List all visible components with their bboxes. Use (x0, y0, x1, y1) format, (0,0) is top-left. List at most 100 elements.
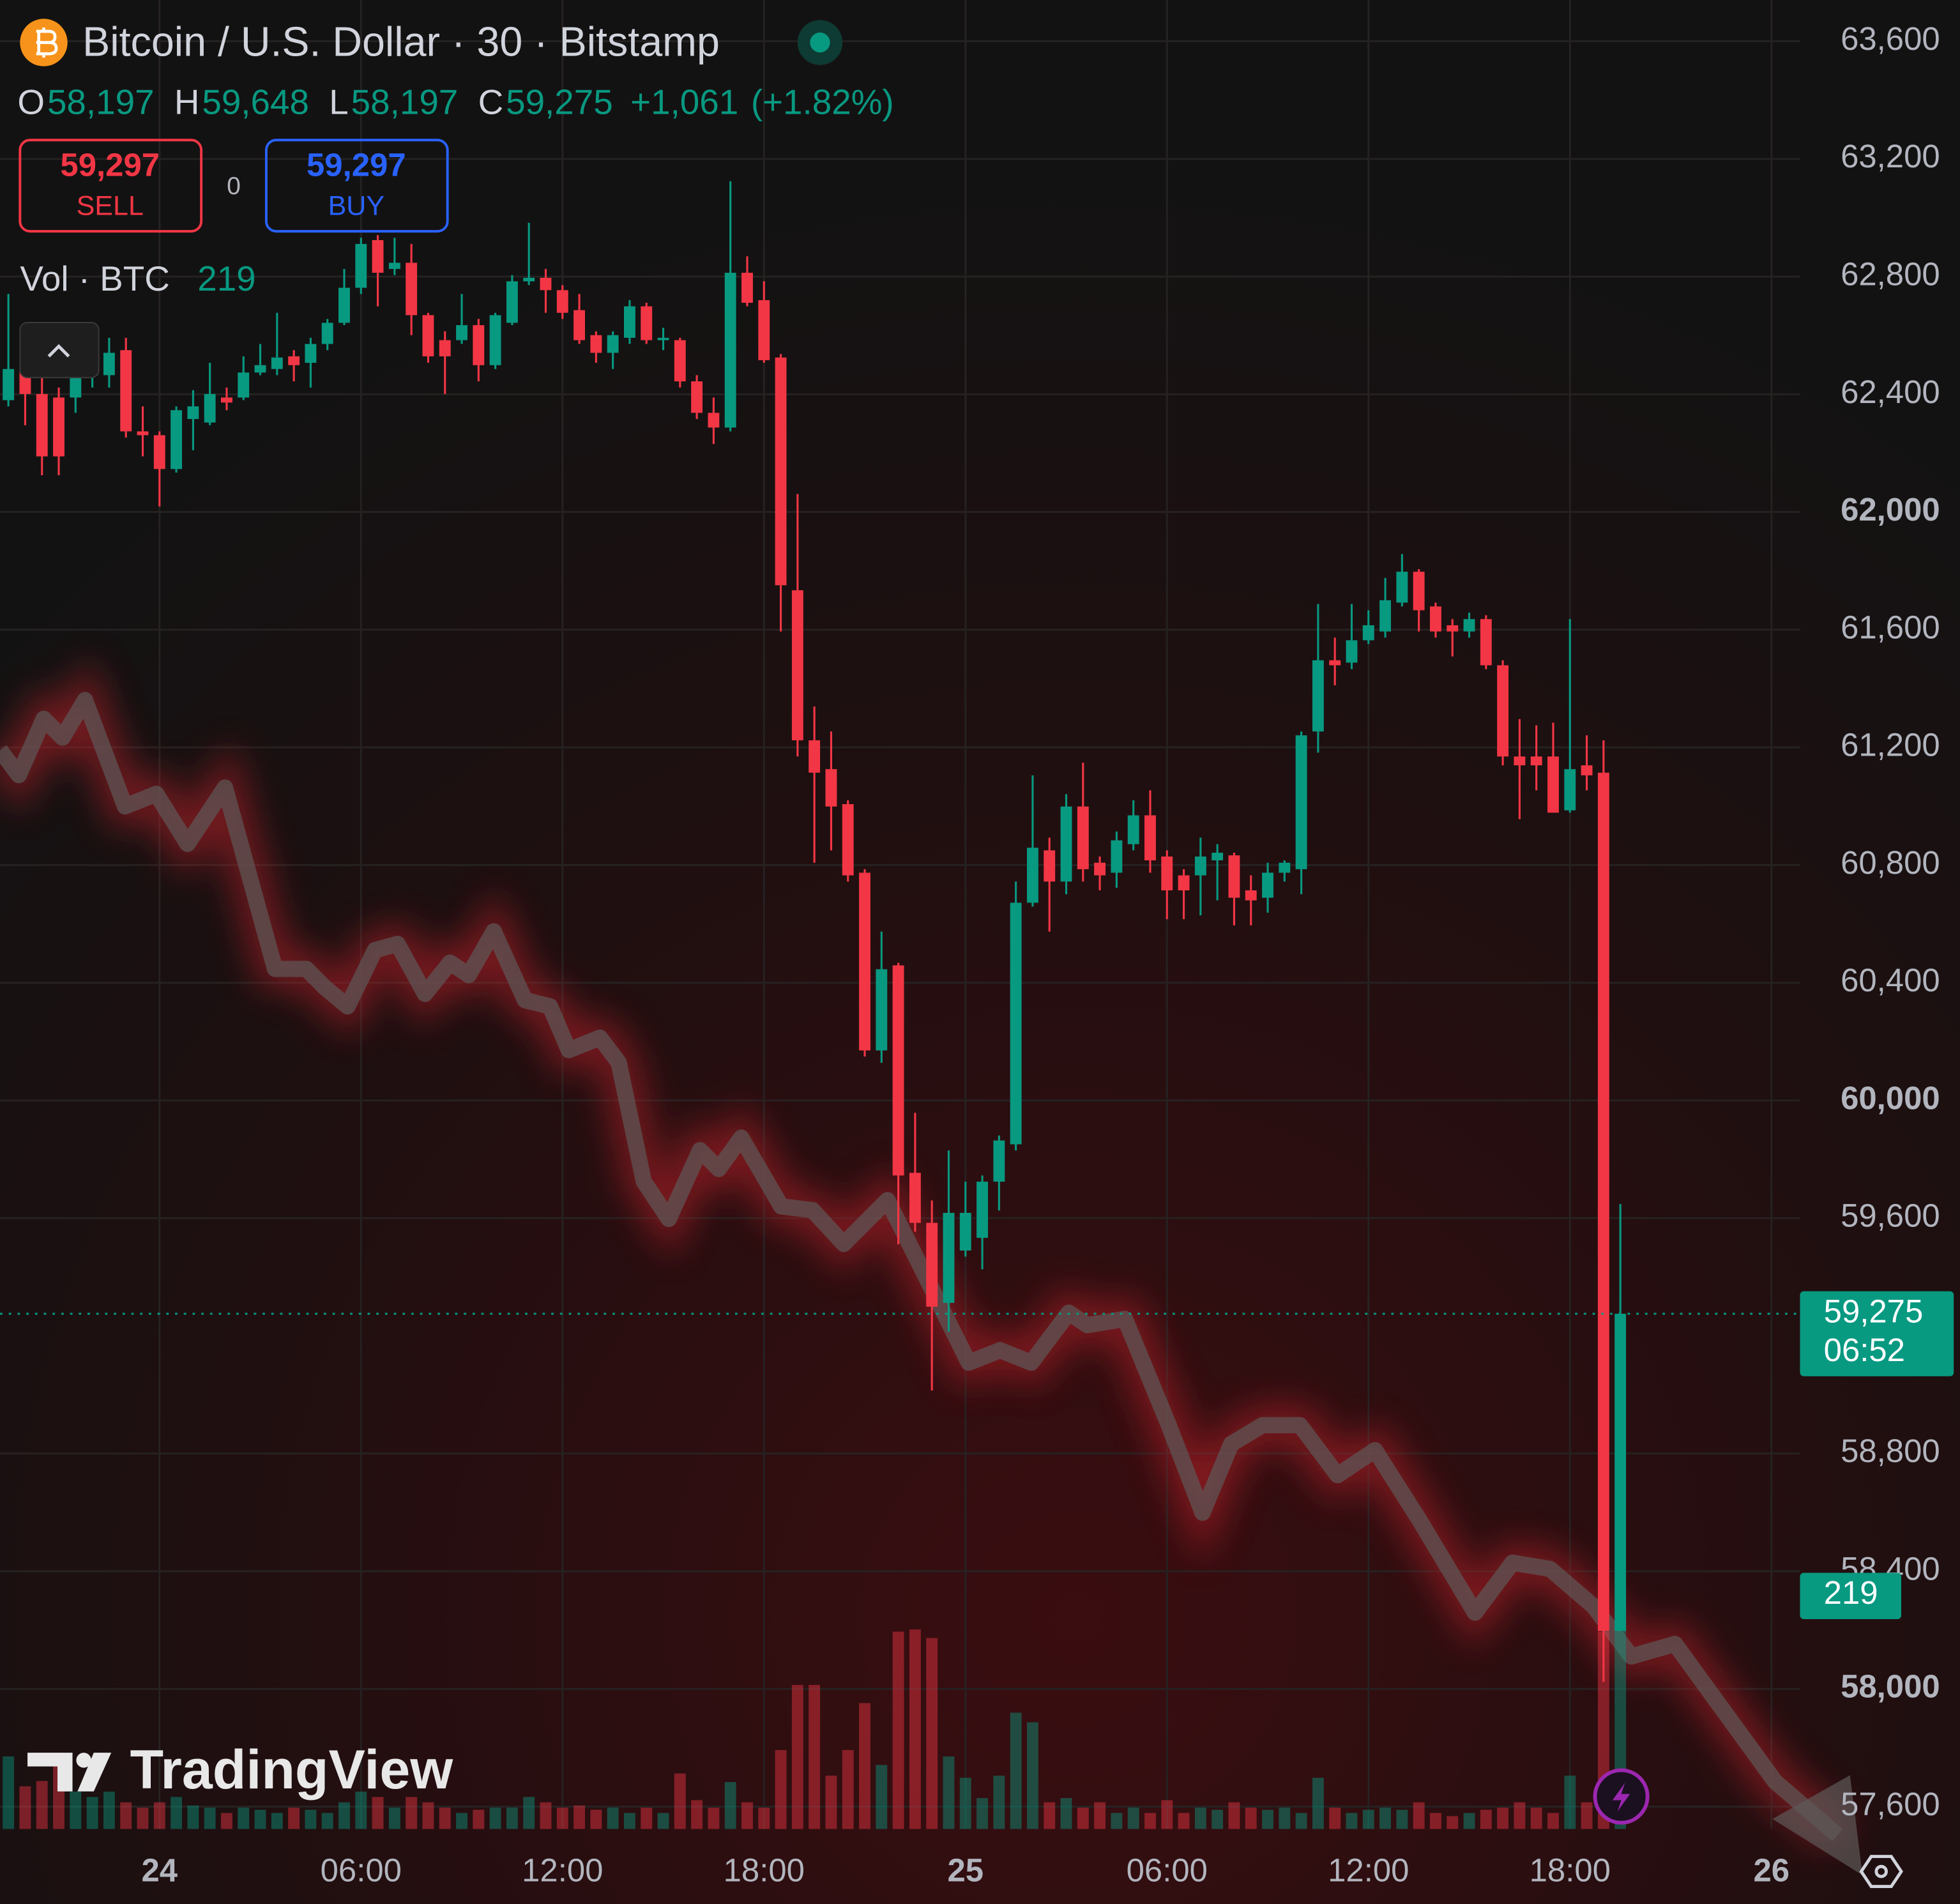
trend-arrow (1772, 1775, 1863, 1875)
buy-button[interactable] (264, 139, 449, 233)
candle-body (1010, 902, 1022, 1145)
volume-bar (623, 1813, 635, 1829)
ohlc-key: H (174, 82, 200, 122)
volume-bar (859, 1703, 870, 1829)
y-tick-label: 63,600 (1841, 20, 1940, 57)
volume-tag-label: 219 (1824, 1574, 1878, 1611)
candle-body (220, 397, 232, 403)
volume-bar (103, 1792, 115, 1829)
candle-body (657, 337, 669, 340)
y-tick-label: 62,000 (1841, 491, 1940, 528)
candle-body (288, 356, 300, 365)
volume-bar (909, 1629, 921, 1829)
volume-bar (153, 1802, 165, 1829)
sell-price[interactable]: 59,297 (60, 147, 160, 183)
x-tick-label: 24 (141, 1852, 178, 1888)
volume-bar (926, 1638, 938, 1829)
candle-body (254, 365, 266, 373)
volume-bar (19, 1786, 31, 1829)
volume-bar (775, 1749, 787, 1829)
candle-body (1144, 815, 1156, 861)
y-tick-label: 58,000 (1841, 1668, 1940, 1705)
candle-body (1044, 850, 1056, 882)
candle-body (1295, 735, 1307, 869)
candle-body (1497, 665, 1509, 757)
candle-body (926, 1222, 938, 1307)
volume-bar (456, 1813, 467, 1829)
candle-body (321, 323, 333, 344)
sell-button[interactable] (19, 139, 203, 233)
candle-body (993, 1140, 1005, 1182)
candle-body (1581, 765, 1593, 775)
collapse-button[interactable] (19, 322, 100, 379)
volume-bar (422, 1802, 434, 1829)
candle-body (959, 1212, 971, 1251)
candle-body (3, 369, 15, 400)
candle-body (1614, 1313, 1627, 1631)
volume-bar (288, 1808, 300, 1829)
volume-bar (1564, 1776, 1576, 1829)
buy-label[interactable]: BUY (328, 190, 385, 221)
symbol-title: Bitcoin / U.S. Dollar · 30 · Bitstamp (82, 19, 720, 65)
candle-body (120, 350, 132, 432)
ohlc-value: 59,275 (506, 82, 613, 122)
volume-bar (1379, 1808, 1392, 1829)
volume-bar (1547, 1813, 1559, 1829)
volume-bar (1581, 1802, 1593, 1829)
y-tick-label: 63,200 (1841, 138, 1940, 174)
volume-bar (1346, 1813, 1358, 1829)
spread: 0 (227, 172, 241, 200)
volume-bar (1447, 1816, 1459, 1829)
candle-body (1228, 855, 1240, 898)
volume-value: 219 (197, 259, 255, 298)
x-tick-label: 12:00 (1328, 1852, 1409, 1888)
candle-body (623, 306, 635, 338)
volume-bar (892, 1631, 904, 1829)
candle-body (825, 769, 837, 807)
volume-bar (1010, 1712, 1022, 1829)
volume-bar (791, 1685, 803, 1829)
settings-icon[interactable] (1859, 1855, 1903, 1889)
y-tick-label: 60,800 (1841, 844, 1940, 881)
axes: 63,600 63,200 62,800 62,400 62,000 61,600 61,2… (141, 20, 1954, 1888)
x-tick-label: 18:00 (724, 1852, 805, 1888)
volume-bar (1194, 1808, 1206, 1829)
alert-bolt (1612, 1783, 1630, 1812)
volume-bar (993, 1776, 1005, 1829)
ohlc-value: 58,197 (351, 82, 459, 122)
volume-bar (758, 1808, 770, 1829)
candle-body (1346, 640, 1358, 663)
ohlc-key: O (17, 82, 45, 122)
settings-dot (1874, 1864, 1888, 1878)
candle-body (1413, 572, 1425, 611)
brand-logo: TradingView (27, 1739, 453, 1801)
volume-bar (506, 1808, 518, 1829)
volume-bar (1245, 1808, 1257, 1829)
volume-bar (1111, 1813, 1123, 1829)
buy-price[interactable]: 59,297 (307, 147, 406, 183)
volume-bar (1396, 1809, 1408, 1829)
volume-bar (473, 1809, 485, 1829)
candle-body (859, 872, 870, 1051)
volume-bar (1463, 1813, 1475, 1829)
y-tick-label: 59,600 (1841, 1198, 1940, 1234)
volume-bar (137, 1808, 149, 1829)
ohlc-legend: O 58,197 H 59,648 L 58,197 C 59,275 +1,061 (+1.82… (17, 82, 893, 122)
x-tick-label: 25 (947, 1852, 984, 1888)
candle-body (1396, 572, 1408, 603)
candle-body (976, 1182, 989, 1238)
sell-label[interactable]: SELL (77, 190, 144, 221)
volume-bar (556, 1808, 568, 1829)
candle-body (489, 315, 501, 365)
volume-bar (355, 1792, 367, 1829)
candle-body (1547, 756, 1559, 813)
volume-bar (607, 1808, 619, 1829)
y-tick-label: 60,400 (1841, 962, 1940, 998)
candle-body (1262, 872, 1273, 898)
volume-bar (1026, 1722, 1038, 1829)
candle-body (388, 263, 400, 270)
ohlc-key: C (478, 82, 504, 122)
candle-body (1312, 660, 1324, 732)
coin-glyph (36, 27, 58, 58)
